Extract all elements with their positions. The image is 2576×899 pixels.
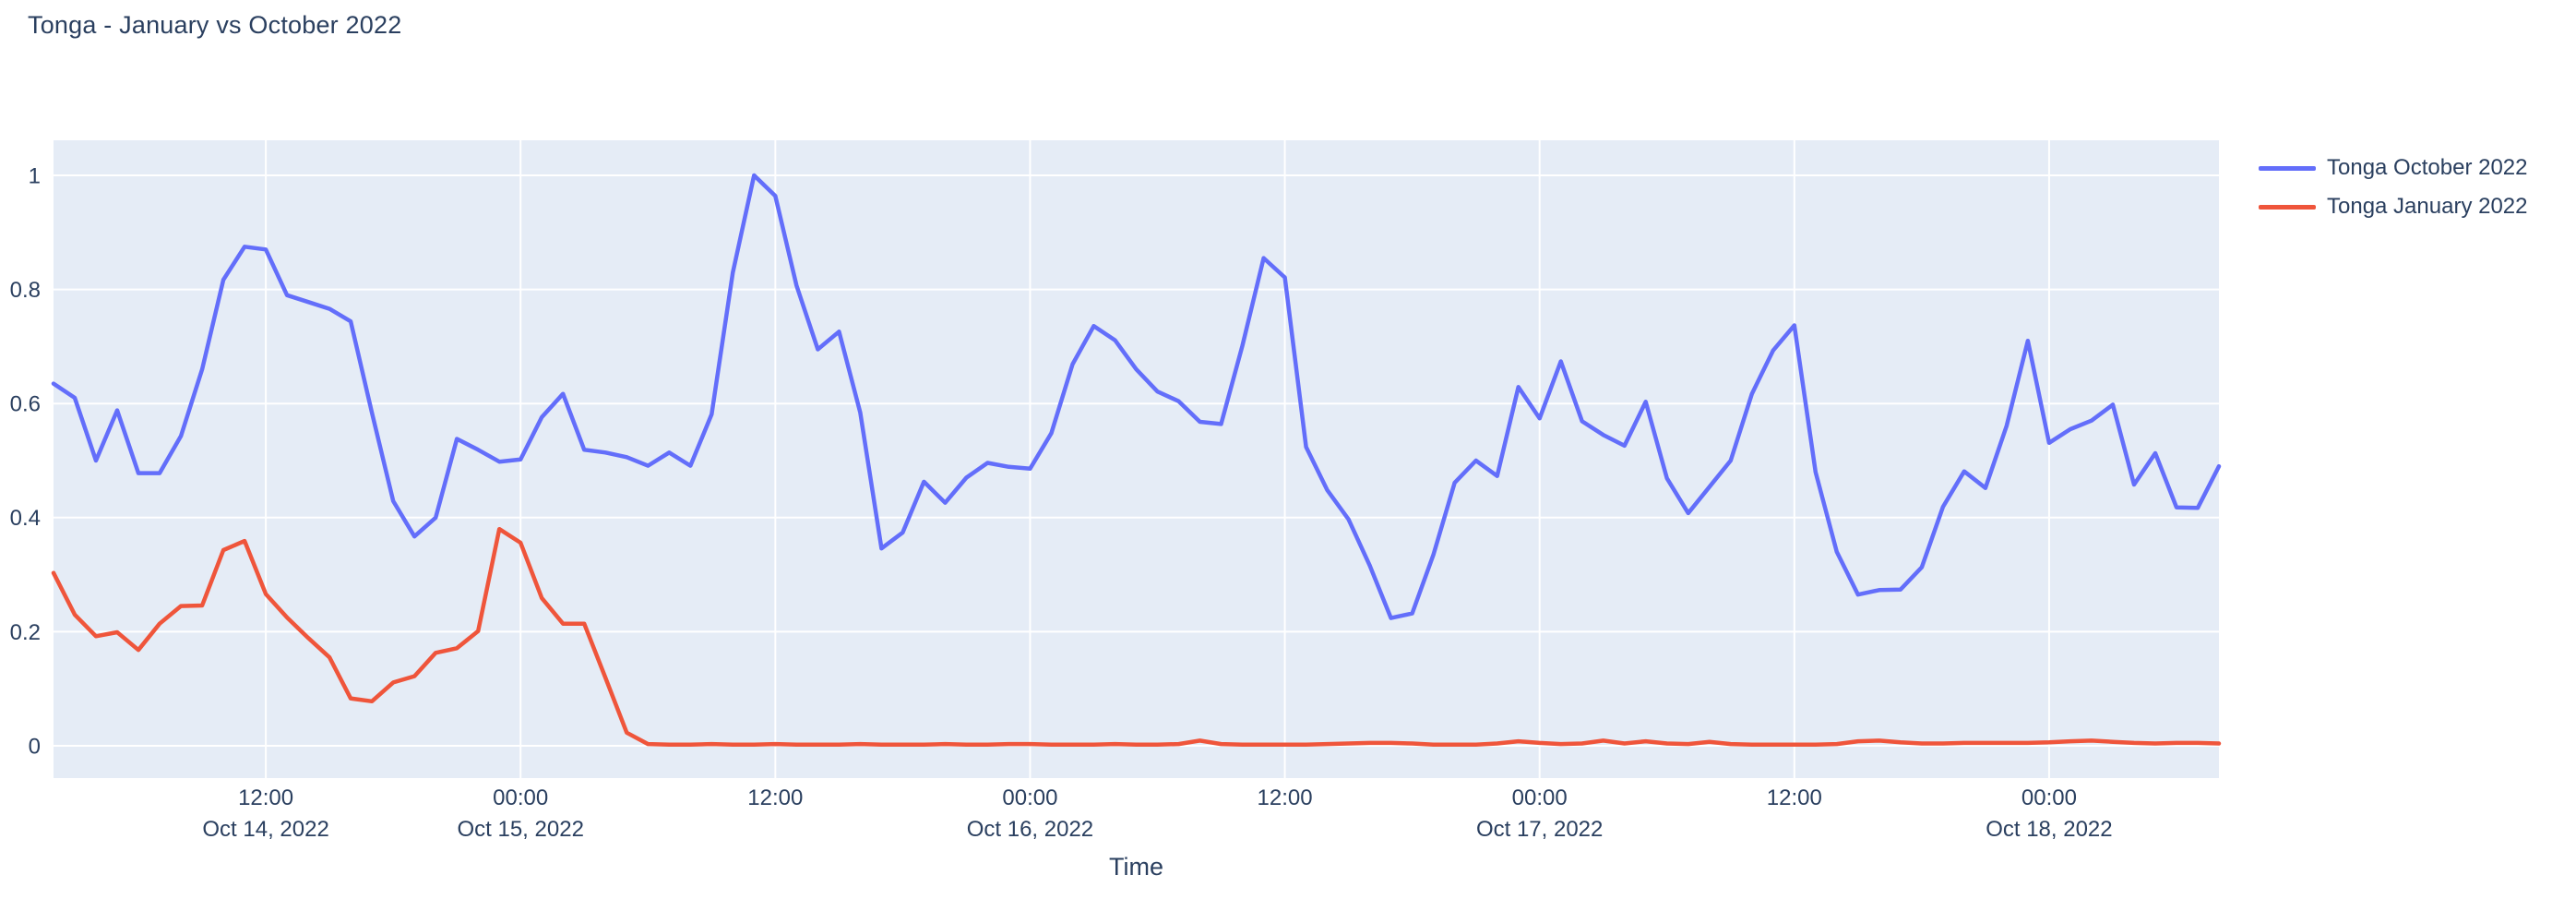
x-tick-time-label: 00:00 bbox=[1512, 785, 1568, 810]
x-tick-date-label: Oct 15, 2022 bbox=[457, 817, 583, 842]
y-tick-label: 0.6 bbox=[10, 392, 41, 417]
series-line-tonga-october-2022[interactable] bbox=[51, 173, 2222, 620]
x-tick-time-label: 12:00 bbox=[238, 785, 293, 810]
x-tick-time-label: 12:00 bbox=[1767, 785, 1822, 810]
x-axis-title: Time bbox=[1109, 853, 1163, 881]
y-tick-label: 1 bbox=[29, 163, 41, 188]
legend: Tonga October 2022 Tonga January 2022 bbox=[2259, 153, 2528, 222]
legend-label: Tonga October 2022 bbox=[2327, 155, 2528, 180]
series-line-tonga-january-2022[interactable] bbox=[51, 526, 2222, 748]
legend-label: Tonga January 2022 bbox=[2327, 194, 2528, 219]
plot-background[interactable] bbox=[54, 140, 2219, 778]
y-tick-label: 0.4 bbox=[10, 506, 41, 531]
legend-line-swatch bbox=[2259, 204, 2316, 210]
legend-item-tonga-october-2022[interactable]: Tonga October 2022 bbox=[2259, 153, 2528, 183]
y-tick-label: 0 bbox=[29, 734, 41, 759]
chart-title: Tonga - January vs October 2022 bbox=[28, 11, 402, 39]
legend-item-tonga-january-2022[interactable]: Tonga January 2022 bbox=[2259, 192, 2528, 222]
x-tick-time-label: 00:00 bbox=[1002, 785, 1057, 810]
x-tick-date-label: Oct 18, 2022 bbox=[1986, 817, 2112, 842]
x-tick-date-label: Oct 17, 2022 bbox=[1476, 817, 1603, 842]
x-tick-time-label: 12:00 bbox=[747, 785, 803, 810]
x-tick-date-label: Oct 14, 2022 bbox=[202, 817, 328, 842]
x-tick-time-label: 12:00 bbox=[1258, 785, 1313, 810]
y-tick-label: 0.2 bbox=[10, 620, 41, 645]
x-tick-date-label: Oct 16, 2022 bbox=[967, 817, 1093, 842]
x-tick-time-label: 00:00 bbox=[2021, 785, 2077, 810]
x-tick-time-label: 00:00 bbox=[493, 785, 548, 810]
y-tick-label: 0.8 bbox=[10, 278, 41, 303]
legend-line-swatch bbox=[2259, 165, 2316, 171]
